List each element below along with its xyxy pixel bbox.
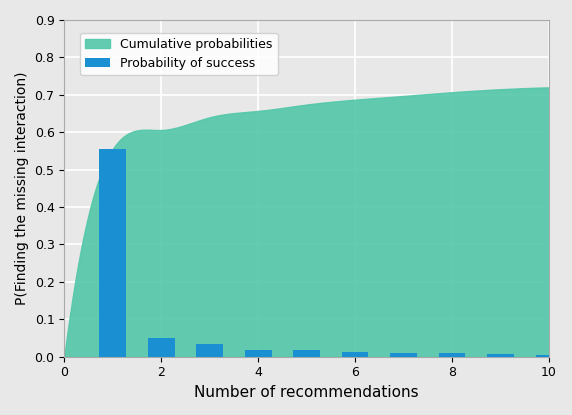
Bar xyxy=(439,353,466,357)
Bar xyxy=(342,352,368,357)
Bar xyxy=(536,355,562,357)
Bar xyxy=(293,350,320,357)
Bar xyxy=(148,338,174,357)
Bar xyxy=(100,149,126,357)
Y-axis label: P(Finding the missing interaction): P(Finding the missing interaction) xyxy=(15,72,29,305)
Bar xyxy=(487,354,514,357)
Legend: Cumulative probabilities, Probability of success: Cumulative probabilities, Probability of… xyxy=(80,33,277,75)
Bar xyxy=(245,350,272,357)
Bar xyxy=(196,344,223,357)
Bar xyxy=(390,353,417,357)
X-axis label: Number of recommendations: Number of recommendations xyxy=(194,385,419,400)
